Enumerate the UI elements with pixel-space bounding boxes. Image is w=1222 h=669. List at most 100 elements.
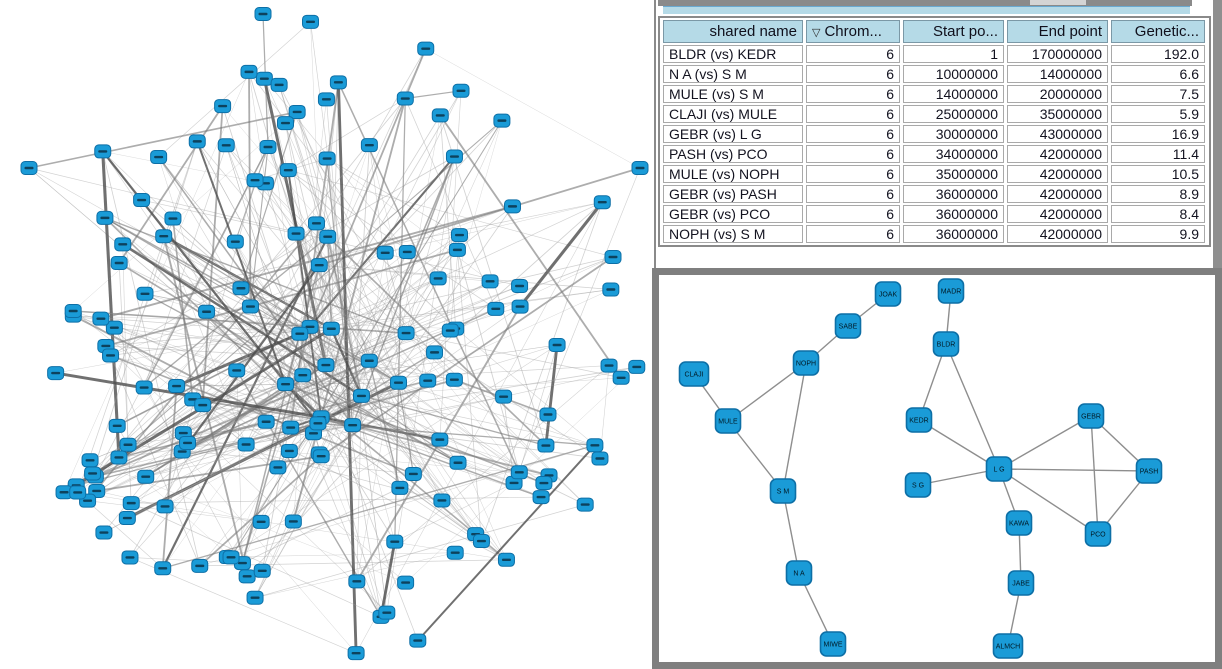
detail-node-mule[interactable]: MULE: [714, 408, 742, 434]
overview-edge[interactable]: [320, 417, 482, 542]
overview-edge[interactable]: [310, 21, 388, 613]
overview-edge[interactable]: [405, 120, 503, 334]
filter-icon[interactable]: ▽: [812, 27, 821, 39]
table-cell[interactable]: 14000000: [903, 85, 1004, 103]
overview-edge[interactable]: [310, 21, 327, 366]
table-cell[interactable]: PASH (vs) PCO: [663, 145, 803, 163]
table-cell[interactable]: 170000000: [1007, 45, 1108, 63]
overview-edge[interactable]: [73, 315, 300, 335]
detail-node-joak[interactable]: JOAK: [874, 281, 902, 307]
overview-edge[interactable]: [234, 146, 269, 242]
table-cell[interactable]: 35000000: [1007, 105, 1108, 123]
overview-node[interactable]: [452, 83, 470, 98]
overview-edge[interactable]: [321, 366, 637, 418]
overview-edge[interactable]: [356, 115, 441, 582]
detail-edge[interactable]: [782, 490, 800, 574]
table-cell[interactable]: 8.9: [1111, 185, 1205, 203]
overview-node[interactable]: [277, 377, 295, 392]
overview-node[interactable]: [288, 104, 306, 119]
detail-edge[interactable]: [917, 468, 1000, 486]
overview-node[interactable]: [136, 286, 154, 301]
overview-node[interactable]: [69, 485, 87, 500]
overview-node[interactable]: [232, 281, 250, 296]
overview-node[interactable]: [95, 525, 113, 540]
overview-edge[interactable]: [330, 328, 363, 397]
detail-node-s-g[interactable]: S G: [904, 472, 932, 498]
overview-node[interactable]: [156, 499, 174, 514]
overview-edge[interactable]: [277, 326, 311, 468]
overview-edge[interactable]: [318, 265, 332, 329]
table-cell[interactable]: 14000000: [1007, 65, 1108, 83]
overview-edge[interactable]: [226, 145, 586, 505]
detail-node-kawa[interactable]: KAWA: [1005, 510, 1033, 536]
overview-edge[interactable]: [361, 252, 386, 396]
column-header-1[interactable]: ▽ Chrom...: [806, 20, 900, 43]
overview-edge[interactable]: [397, 382, 414, 475]
table-cell[interactable]: 6: [806, 205, 900, 223]
overview-edge[interactable]: [293, 326, 311, 522]
overview-node[interactable]: [282, 420, 300, 435]
overview-edge[interactable]: [163, 236, 247, 445]
table-cell[interactable]: MULE (vs) NOPH: [663, 165, 803, 183]
overview-edge[interactable]: [254, 251, 408, 598]
overview-edge[interactable]: [518, 201, 604, 308]
overview-node[interactable]: [179, 435, 197, 450]
overview-node[interactable]: [445, 372, 463, 387]
overview-node[interactable]: [448, 242, 466, 257]
overview-edge[interactable]: [369, 145, 414, 475]
overview-edge[interactable]: [248, 71, 266, 184]
overview-edge[interactable]: [296, 111, 399, 383]
table-row[interactable]: GEBR (vs) PCO 6 36000000 42000000 8.4: [663, 205, 1205, 223]
table-row[interactable]: GEBR (vs) PASH 6 36000000 42000000 8.9: [663, 185, 1205, 203]
overview-node[interactable]: [222, 550, 240, 565]
overview-edge[interactable]: [427, 380, 507, 560]
overview-edge[interactable]: [161, 385, 178, 569]
table-cell[interactable]: 6: [806, 225, 900, 243]
overview-edge[interactable]: [326, 158, 388, 613]
table-cell[interactable]: 9.9: [1111, 225, 1205, 243]
overview-edge[interactable]: [73, 310, 407, 334]
overview-edge[interactable]: [288, 169, 457, 329]
overview-node[interactable]: [431, 108, 449, 123]
table-cell[interactable]: 35000000: [903, 165, 1004, 183]
overview-edge[interactable]: [330, 82, 339, 329]
overview-edge[interactable]: [141, 199, 297, 234]
overview-node[interactable]: [593, 195, 611, 210]
overview-node[interactable]: [391, 480, 409, 495]
overview-edge[interactable]: [439, 90, 462, 440]
overview-node[interactable]: [121, 550, 139, 565]
overview-node[interactable]: [294, 368, 312, 383]
overview-node[interactable]: [154, 561, 172, 576]
overview-node[interactable]: [188, 134, 206, 149]
table-cell[interactable]: 36000000: [903, 205, 1004, 223]
overview-edge[interactable]: [157, 156, 354, 426]
table-cell[interactable]: 6: [806, 185, 900, 203]
overview-edge[interactable]: [309, 115, 441, 328]
overview-edge[interactable]: [481, 202, 603, 542]
table-cell[interactable]: 1: [903, 45, 1004, 63]
detail-node-s-m[interactable]: S M: [769, 478, 797, 504]
overview-edge[interactable]: [288, 98, 406, 171]
overview-node[interactable]: [241, 299, 259, 314]
overview-edge[interactable]: [225, 145, 322, 457]
overview-edge[interactable]: [351, 156, 456, 426]
overview-edge[interactable]: [246, 380, 429, 577]
overview-edge[interactable]: [73, 315, 456, 329]
overview-node[interactable]: [441, 323, 459, 338]
overview-node[interactable]: [253, 563, 271, 578]
overview-node[interactable]: [445, 149, 463, 164]
overview-node[interactable]: [600, 358, 618, 373]
overview-edge[interactable]: [405, 90, 462, 100]
table-cell[interactable]: BLDR (vs) KEDR: [663, 45, 803, 63]
overview-edge[interactable]: [309, 326, 353, 426]
overview-edge[interactable]: [183, 360, 370, 434]
overview-node[interactable]: [472, 534, 490, 549]
overview-edge[interactable]: [131, 502, 382, 618]
overview-edge[interactable]: [518, 344, 558, 473]
overview-node[interactable]: [631, 161, 649, 175]
overview-node[interactable]: [164, 211, 182, 226]
detail-node-miwe[interactable]: MIWE: [819, 631, 847, 657]
overview-node[interactable]: [426, 345, 444, 360]
overview-edge[interactable]: [102, 151, 201, 566]
overview-edge[interactable]: [405, 156, 455, 334]
